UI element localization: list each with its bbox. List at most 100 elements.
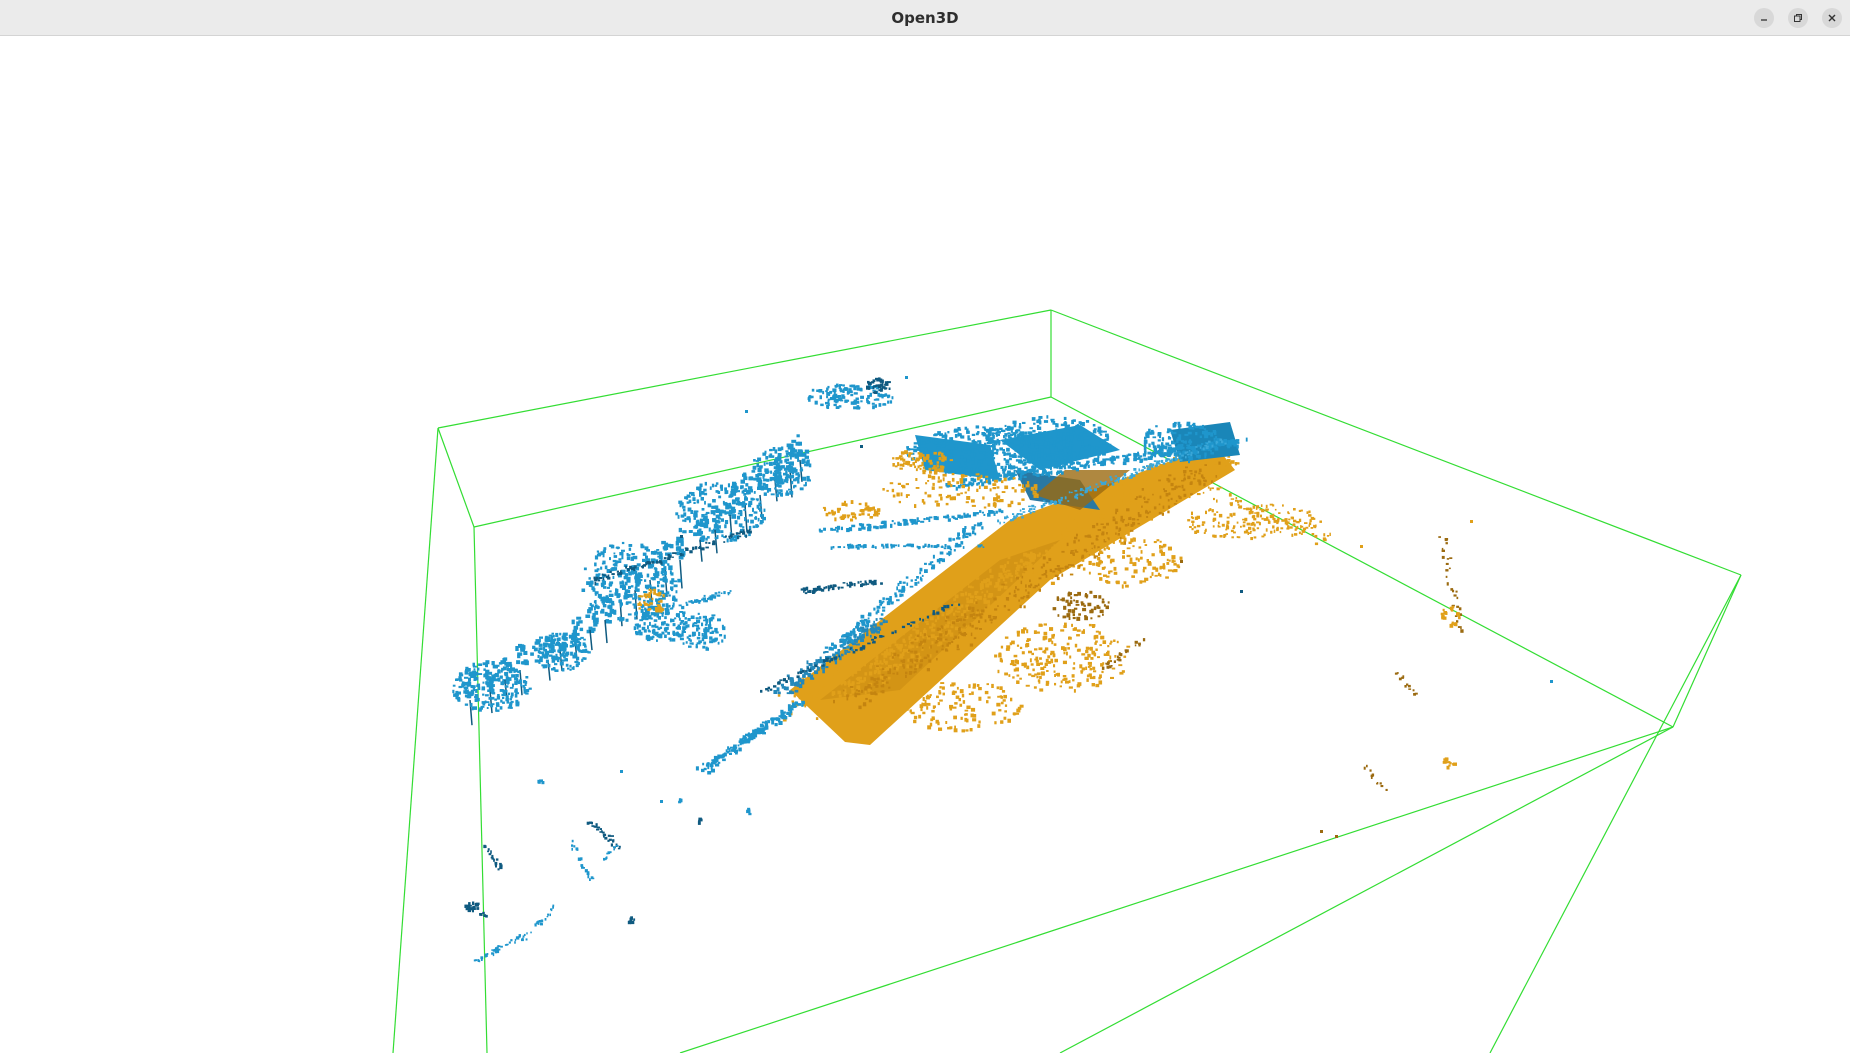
cloud-point [1072, 628, 1077, 631]
cloud-point [891, 488, 895, 493]
cloud-point [947, 545, 951, 550]
cloud-point [778, 471, 782, 477]
cloud-point [1006, 447, 1010, 452]
cloud-point [823, 527, 826, 531]
cloud-point [847, 515, 850, 519]
cloud-point [1132, 545, 1135, 548]
cloud-point [1014, 489, 1017, 493]
cloud-point [858, 502, 862, 506]
minimize-button[interactable] [1754, 8, 1774, 28]
cloud-point [1184, 451, 1187, 454]
cloud-point [975, 467, 977, 472]
cloud-point [1112, 521, 1116, 524]
cloud-point [1242, 518, 1245, 521]
cloud-point [1151, 481, 1155, 484]
cloud-point [1083, 548, 1087, 552]
cloud-point [1085, 666, 1088, 670]
cloud-point [882, 609, 886, 612]
cloud-point [1273, 517, 1276, 521]
cloud-point [1158, 511, 1162, 515]
cloud-point [1123, 496, 1127, 499]
cloud-point [1175, 483, 1178, 486]
cloud-point [882, 488, 885, 491]
cloud-point [857, 668, 861, 671]
cloud-point [815, 589, 817, 592]
cloud-point [1047, 453, 1050, 457]
cloud-point [831, 647, 834, 651]
3d-viewport[interactable] [0, 37, 1850, 1053]
cloud-point [899, 647, 902, 652]
cloud-point [1142, 638, 1146, 642]
cloud-point [1019, 704, 1024, 708]
cloud-point [912, 462, 915, 466]
cloud-point [949, 548, 952, 551]
cloud-point [1204, 471, 1206, 474]
cloud-point [880, 613, 884, 616]
cloud-point [1096, 522, 1099, 526]
cloud-point [1180, 480, 1184, 484]
cloud-point [859, 387, 863, 392]
cloud-point [1096, 440, 1100, 444]
cloud-point [877, 626, 881, 630]
cloud-point [559, 646, 563, 652]
cloud-point [1074, 643, 1078, 648]
cloud-point [852, 628, 855, 632]
cloud-point [1072, 679, 1075, 682]
cloud-point [1064, 425, 1069, 430]
cloud-point [978, 687, 982, 691]
cloud-point [1009, 438, 1013, 443]
cloud-point [923, 629, 927, 634]
cloud-point [676, 536, 680, 541]
cloud-point [1166, 451, 1170, 456]
cloud-point [1020, 596, 1024, 600]
cloud-point [946, 615, 950, 619]
cloud-point [810, 677, 815, 680]
cloud-point [1050, 450, 1054, 454]
cloud-point [1051, 634, 1054, 639]
cloud-point [1161, 508, 1165, 512]
cloud-point [1050, 650, 1055, 655]
cloud-point [1016, 515, 1019, 517]
cloud-point [1140, 556, 1143, 560]
cloud-point [1010, 575, 1014, 578]
cloud-point [1175, 500, 1178, 502]
cloud-point [946, 604, 950, 609]
cloud-point [755, 474, 760, 478]
cloud-point [747, 732, 750, 737]
cloud-point [585, 614, 591, 618]
cloud-point [1122, 454, 1126, 458]
cloud-point [573, 626, 577, 630]
cloud-point [1004, 437, 1007, 440]
cloud-point [820, 685, 823, 688]
cloud-point [1002, 449, 1005, 452]
cloud-point [1294, 528, 1297, 531]
cloud-point [1018, 452, 1022, 455]
cloud-point [1162, 563, 1165, 567]
cloud-point [605, 619, 610, 624]
cloud-point [1002, 440, 1004, 443]
cloud-point [1041, 574, 1045, 576]
cloud-point [873, 511, 878, 516]
title-bar[interactable]: Open3D [0, 0, 1850, 36]
cloud-point [867, 513, 870, 516]
cloud-point [1014, 434, 1017, 438]
cloud-point [1021, 421, 1026, 424]
cloud-point [957, 532, 960, 537]
cloud-point [1066, 460, 1070, 464]
close-button[interactable] [1822, 8, 1842, 28]
cloud-point [1042, 439, 1045, 444]
cloud-point [738, 747, 742, 752]
cloud-point [1045, 680, 1050, 685]
cloud-point [1138, 495, 1142, 498]
cloud-point [1278, 512, 1281, 514]
cloud-point [1109, 457, 1114, 462]
cloud-point [839, 666, 844, 669]
cloud-point [1003, 441, 1007, 445]
cloud-point [1059, 530, 1063, 534]
cloud-point [938, 629, 942, 634]
cloud-point [1070, 491, 1073, 494]
cloud-point [1029, 579, 1031, 583]
cloud-point [717, 761, 721, 764]
restore-button[interactable] [1788, 8, 1808, 28]
cloud-point [1242, 521, 1246, 524]
